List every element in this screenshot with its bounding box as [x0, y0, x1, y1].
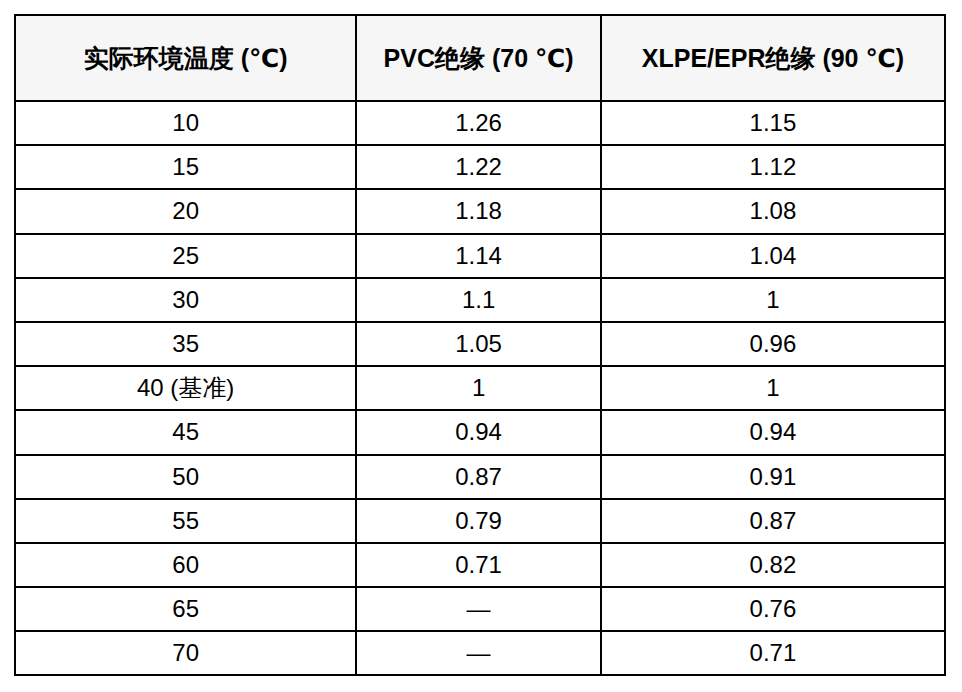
table-cell: 1.1: [356, 278, 601, 322]
table-cell: 0.87: [601, 499, 945, 543]
table-cell: 65: [15, 587, 356, 631]
table-cell: 10: [15, 101, 356, 145]
table-row: 251.141.04: [15, 234, 945, 278]
table-cell: 1.04: [601, 234, 945, 278]
header-row: 实际环境温度 (℃) PVC绝缘 (70 ℃) XLPE/EPR绝缘 (90 ℃…: [15, 15, 945, 101]
table-cell: 0.96: [601, 322, 945, 366]
table-cell: 55: [15, 499, 356, 543]
table-cell: 1.15: [601, 101, 945, 145]
table-cell: 1.26: [356, 101, 601, 145]
table-cell: —: [356, 587, 601, 631]
table-row: 500.870.91: [15, 455, 945, 499]
table-row: 351.050.96: [15, 322, 945, 366]
table-row: 40 (基准)11: [15, 366, 945, 410]
table-cell: 1.22: [356, 145, 601, 189]
table-row: 201.181.08: [15, 189, 945, 233]
table-row: 301.11: [15, 278, 945, 322]
page: 实际环境温度 (℃) PVC绝缘 (70 ℃) XLPE/EPR绝缘 (90 ℃…: [0, 0, 962, 692]
table-cell: 1.18: [356, 189, 601, 233]
table-cell: 1: [601, 366, 945, 410]
table-cell: 0.87: [356, 455, 601, 499]
table-body: 101.261.15151.221.12201.181.08251.141.04…: [15, 101, 945, 675]
table-cell: 30: [15, 278, 356, 322]
table-cell: 1.08: [601, 189, 945, 233]
table-cell: 60: [15, 543, 356, 587]
table-cell: 0.76: [601, 587, 945, 631]
header-pvc-insulation: PVC绝缘 (70 ℃): [356, 15, 601, 101]
table-row: 151.221.12: [15, 145, 945, 189]
table-cell: 0.82: [601, 543, 945, 587]
table-cell: 0.94: [601, 410, 945, 454]
table-cell: 0.94: [356, 410, 601, 454]
table-cell: 0.71: [601, 631, 945, 675]
table-cell: 25: [15, 234, 356, 278]
table-row: 65—0.76: [15, 587, 945, 631]
table-row: 101.261.15: [15, 101, 945, 145]
header-xlpe-epr-insulation: XLPE/EPR绝缘 (90 ℃): [601, 15, 945, 101]
table-cell: 1.05: [356, 322, 601, 366]
table-cell: 0.71: [356, 543, 601, 587]
table-cell: 50: [15, 455, 356, 499]
table-cell: 15: [15, 145, 356, 189]
table-cell: —: [356, 631, 601, 675]
table-cell: 0.79: [356, 499, 601, 543]
table-row: 550.790.87: [15, 499, 945, 543]
table-cell: 35: [15, 322, 356, 366]
table-cell: 1: [356, 366, 601, 410]
table-cell: 45: [15, 410, 356, 454]
table-cell: 0.91: [601, 455, 945, 499]
table-cell: 40 (基准): [15, 366, 356, 410]
table-cell: 1: [601, 278, 945, 322]
table-cell: 70: [15, 631, 356, 675]
table-row: 70—0.71: [15, 631, 945, 675]
temperature-correction-table: 实际环境温度 (℃) PVC绝缘 (70 ℃) XLPE/EPR绝缘 (90 ℃…: [14, 14, 946, 676]
table-cell: 20: [15, 189, 356, 233]
header-ambient-temperature: 实际环境温度 (℃): [15, 15, 356, 101]
table-header: 实际环境温度 (℃) PVC绝缘 (70 ℃) XLPE/EPR绝缘 (90 ℃…: [15, 15, 945, 101]
table-cell: 1.14: [356, 234, 601, 278]
table-row: 450.940.94: [15, 410, 945, 454]
table-cell: 1.12: [601, 145, 945, 189]
table-row: 600.710.82: [15, 543, 945, 587]
